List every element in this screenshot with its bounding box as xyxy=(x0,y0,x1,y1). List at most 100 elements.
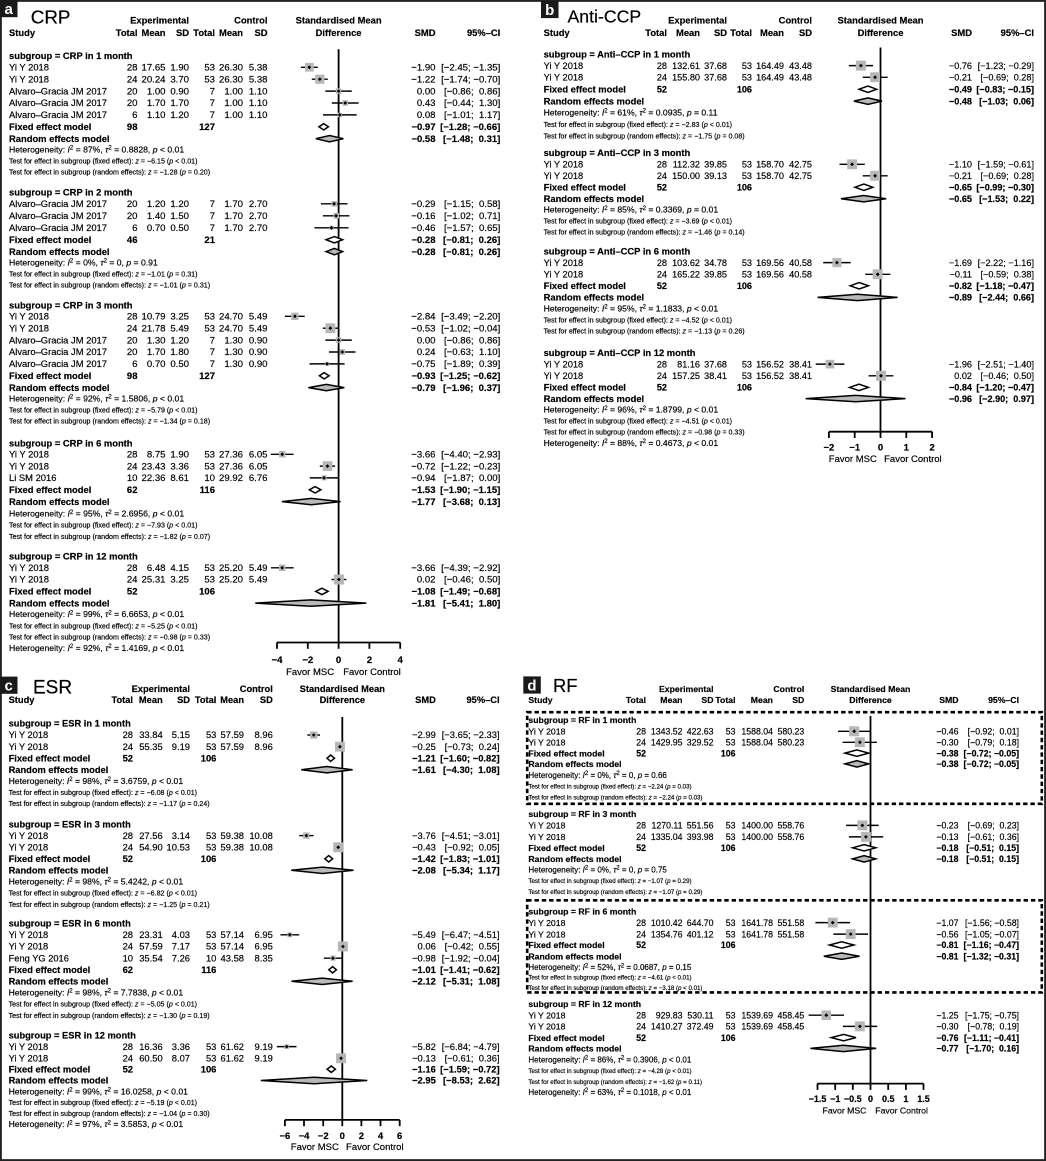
svg-text:580.23: 580.23 xyxy=(778,727,805,737)
svg-text:1.50: 1.50 xyxy=(170,211,189,222)
svg-text:c: c xyxy=(5,678,13,695)
svg-text:1.20: 1.20 xyxy=(147,199,166,210)
svg-text:Test for effect in subgroup (r: Test for effect in subgroup (random effe… xyxy=(9,901,210,909)
svg-text:Mean: Mean xyxy=(219,27,243,38)
svg-text:0.24: 0.24 xyxy=(417,347,436,358)
svg-text:Random effects model: Random effects model xyxy=(528,759,621,769)
svg-text:7: 7 xyxy=(210,347,215,358)
svg-text:SD: SD xyxy=(254,27,267,38)
svg-text:subgroup = Anti–CCP in 12 mont: subgroup = Anti–CCP in 12 month xyxy=(544,347,696,358)
svg-text:24: 24 xyxy=(657,270,667,280)
svg-text:Yi Y 2018: Yi Y 2018 xyxy=(9,311,49,322)
svg-text:7: 7 xyxy=(210,211,215,222)
svg-text:558.76: 558.76 xyxy=(778,821,805,831)
svg-text:Yi Y 2018: Yi Y 2018 xyxy=(9,930,49,940)
svg-text:Heterogeneity: I2 = 85%, τ2 =: Heterogeneity: I2 = 85%, τ2 = 0.3369, p … xyxy=(544,205,719,215)
svg-text:Yi Y 2018: Yi Y 2018 xyxy=(528,727,565,737)
svg-text:4.03: 4.03 xyxy=(172,929,190,940)
svg-text:SD: SD xyxy=(714,27,727,38)
svg-text:[−5.41; 1.80]: [−5.41; 1.80] xyxy=(443,598,500,609)
svg-text:24: 24 xyxy=(123,741,133,752)
svg-text:Li SM 2016: Li SM 2016 xyxy=(9,472,56,483)
svg-text:−1.01: −1.01 xyxy=(412,964,436,975)
svg-text:20.24: 20.24 xyxy=(141,74,166,85)
svg-text:subgroup = ESR in 1 month: subgroup = ESR in 1 month xyxy=(9,719,131,729)
svg-text:Favor MSC: Favor MSC xyxy=(829,454,877,465)
svg-text:[−1.59; −0.61]: [−1.59; −0.61] xyxy=(978,160,1034,170)
svg-text:Favor Control: Favor Control xyxy=(884,454,942,465)
svg-text:158.70: 158.70 xyxy=(756,160,784,170)
svg-text:3.25: 3.25 xyxy=(170,312,189,323)
svg-text:0: 0 xyxy=(340,1131,345,1142)
svg-text:1.5: 1.5 xyxy=(917,1094,930,1104)
svg-text:−5.49: −5.49 xyxy=(412,929,436,940)
svg-text:RF: RF xyxy=(553,675,578,696)
svg-text:53: 53 xyxy=(742,160,752,170)
svg-text:Alvaro–Gracia JM 2017: Alvaro–Gracia JM 2017 xyxy=(9,358,107,369)
svg-text:Yi Y 2018: Yi Y 2018 xyxy=(9,1042,49,1052)
svg-text:−2: −2 xyxy=(823,443,834,454)
svg-text:−0.84: −0.84 xyxy=(949,383,973,393)
svg-text:39.85: 39.85 xyxy=(704,160,727,170)
svg-text:53: 53 xyxy=(204,450,215,461)
svg-text:1.30: 1.30 xyxy=(224,359,243,370)
svg-text:Random effects model: Random effects model xyxy=(9,1076,109,1086)
svg-text:SD: SD xyxy=(799,27,812,38)
svg-text:158.70: 158.70 xyxy=(756,171,784,181)
svg-text:52: 52 xyxy=(636,748,646,758)
svg-text:Experimental: Experimental xyxy=(668,15,727,26)
svg-text:0: 0 xyxy=(878,443,883,454)
svg-text:[−2.22; −1.16]: [−2.22; −1.16] xyxy=(978,258,1034,268)
svg-text:Heterogeneity: I2 = 99%, τ2 =: Heterogeneity: I2 = 99%, τ2 = 6.6653, p … xyxy=(9,609,184,619)
svg-text:1.70: 1.70 xyxy=(170,98,189,109)
svg-text:Test for effect in subgroup (r: Test for effect in subgroup (random effe… xyxy=(528,794,702,801)
svg-text:Anti-CCP: Anti-CCP xyxy=(568,6,642,26)
svg-text:[−0.86; 0.86]: [−0.86; 0.86] xyxy=(444,86,500,97)
svg-text:16.36: 16.36 xyxy=(139,1041,162,1052)
svg-text:53: 53 xyxy=(742,258,752,268)
svg-text:[−0.86; 0.86]: [−0.86; 0.86] xyxy=(444,335,500,346)
svg-text:[−0.99; −0.30]: [−0.99; −0.30] xyxy=(976,182,1034,192)
svg-text:[−1.18; −0.47]: [−1.18; −0.47] xyxy=(976,281,1034,291)
svg-text:[−0.63; 1.10]: [−0.63; 1.10] xyxy=(444,347,500,358)
svg-text:[−1.48; 0.31]: [−1.48; 0.31] xyxy=(443,134,500,145)
svg-text:106: 106 xyxy=(199,587,215,598)
svg-text:61.62: 61.62 xyxy=(221,1041,244,1052)
svg-text:1.30: 1.30 xyxy=(224,335,243,346)
svg-text:[−3.49; −2.20]: [−3.49; −2.20] xyxy=(441,312,500,323)
svg-text:−0.97: −0.97 xyxy=(411,122,435,133)
svg-text:Experimental: Experimental xyxy=(659,684,714,694)
svg-text:−0.13: −0.13 xyxy=(412,1053,436,1064)
svg-text:132.61: 132.61 xyxy=(672,61,700,71)
svg-text:Favor MSC: Favor MSC xyxy=(291,1142,339,1153)
svg-text:Heterogeneity: I2 = 61%, τ2 =: Heterogeneity: I2 = 61%, τ2 = 0.0935, p … xyxy=(544,108,718,118)
svg-text:40.58: 40.58 xyxy=(789,270,812,280)
svg-text:24: 24 xyxy=(127,323,138,334)
svg-text:53: 53 xyxy=(726,832,736,842)
svg-text:Test for effect in subgroup (f: Test for effect in subgroup (fixed effec… xyxy=(544,218,732,226)
svg-text:−1.69: −1.69 xyxy=(949,258,972,268)
svg-text:Test for effect in subgroup (f: Test for effect in subgroup (fixed effec… xyxy=(9,406,197,414)
svg-text:Yi Y 2018: Yi Y 2018 xyxy=(9,730,49,740)
svg-text:[−3.65; −2.33]: [−3.65; −2.33] xyxy=(442,729,500,740)
svg-text:subgroup = Anti–CCP in 3 month: subgroup = Anti–CCP in 3 month xyxy=(544,147,691,158)
svg-text:[−1.23; −0.29]: [−1.23; −0.29] xyxy=(978,61,1034,71)
svg-text:Heterogeneity: I2 = 0%, τ2 = 0: Heterogeneity: I2 = 0%, τ2 = 0, p = 0.75 xyxy=(528,865,667,874)
svg-text:−0.89: −0.89 xyxy=(949,293,972,303)
svg-text:165.22: 165.22 xyxy=(672,270,700,280)
svg-text:558.76: 558.76 xyxy=(778,832,805,842)
svg-text:Favor Control: Favor Control xyxy=(346,1142,404,1153)
svg-text:Test for effect in subgroup (f: Test for effect in subgroup (fixed effec… xyxy=(9,789,197,797)
svg-text:−2.95: −2.95 xyxy=(412,1075,436,1086)
svg-text:Study: Study xyxy=(9,695,36,705)
svg-text:62: 62 xyxy=(123,964,133,975)
svg-text:−2.12: −2.12 xyxy=(412,976,436,987)
svg-text:28: 28 xyxy=(123,830,133,841)
svg-text:Yi Y 2018: Yi Y 2018 xyxy=(9,831,49,841)
svg-text:53: 53 xyxy=(206,741,216,752)
svg-text:23.31: 23.31 xyxy=(139,929,162,940)
svg-text:59.38: 59.38 xyxy=(221,842,244,853)
svg-text:106: 106 xyxy=(721,1033,736,1043)
svg-text:20: 20 xyxy=(127,98,138,109)
svg-text:Test for effect in subgroup (f: Test for effect in subgroup (fixed effec… xyxy=(528,783,691,790)
